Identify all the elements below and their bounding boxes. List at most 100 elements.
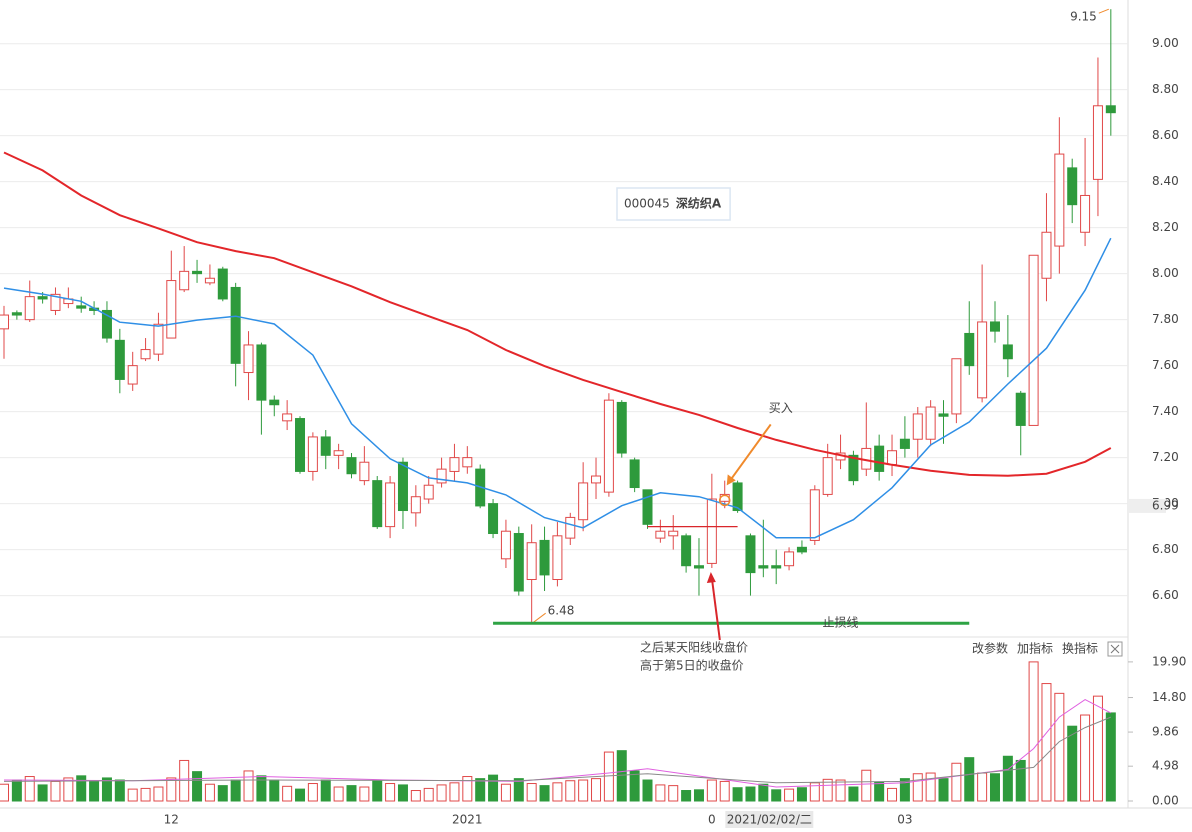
y-tick-label: 7.60 [1152, 358, 1179, 372]
volume-bar [1054, 692, 1065, 802]
volume-bar [578, 779, 589, 802]
candle-body [1015, 392, 1026, 426]
candle-body [977, 321, 988, 399]
candle-body [526, 542, 537, 581]
plot: 6.606.807.007.207.407.607.808.008.208.40… [0, 8, 1186, 828]
volume-bar [397, 784, 408, 802]
volume-bar [11, 779, 22, 802]
x-tick-label: 12 [164, 813, 179, 827]
volume-bar [758, 783, 769, 802]
volume-bar [989, 773, 1000, 802]
volume-bar [359, 786, 370, 802]
buy-marker [718, 494, 731, 507]
candle-body [591, 475, 602, 484]
x-tick-label: 2021 [452, 813, 483, 827]
volume-bar [333, 786, 344, 802]
volume-tick-label: 4.98 [1152, 759, 1179, 773]
ma60-line [3, 151, 1112, 477]
volume-bar [552, 782, 563, 802]
annotation-arrow [1098, 8, 1110, 14]
volume-bar [719, 780, 730, 802]
price-cursor-box [1128, 498, 1166, 513]
candle-body [668, 530, 679, 537]
candle-body [938, 413, 949, 417]
volume-bar [951, 762, 962, 802]
candle-body [423, 484, 434, 500]
low-label: 6.48 [548, 604, 575, 618]
candle-body [771, 565, 782, 569]
candle-body [784, 551, 795, 567]
candle-body [629, 459, 640, 489]
candle-body [848, 454, 859, 482]
y-tick-label: 8.00 [1152, 266, 1179, 280]
date-cursor-box [725, 811, 814, 828]
volume-bar [784, 788, 795, 802]
volume-bar [269, 779, 280, 802]
candle-body [1067, 167, 1078, 206]
volume-tick-label: 9.86 [1152, 725, 1179, 739]
y-tick-label: 8.60 [1152, 128, 1179, 142]
y-tick-label: 7.40 [1152, 404, 1179, 418]
title-box-bg [616, 187, 731, 221]
candle-body [809, 489, 820, 541]
close-icon [1110, 644, 1120, 654]
volume-bar [835, 779, 846, 802]
volume-bar [256, 775, 267, 802]
candle-body [565, 516, 576, 539]
candle-body [951, 358, 962, 415]
x-tick-label: 03 [897, 813, 912, 827]
volume-bar [513, 778, 524, 802]
high-label: 9.15 [1070, 10, 1097, 24]
candle-body [217, 268, 228, 300]
stop-loss-label: 止损线 [823, 616, 859, 630]
volume-bar [771, 789, 782, 802]
candle-body [24, 296, 35, 321]
candle-body [681, 535, 692, 567]
note-arrow [710, 577, 721, 641]
volume-bar [295, 788, 306, 802]
candle-body [539, 539, 550, 576]
candle-body [1092, 105, 1103, 180]
candle-body [1002, 344, 1013, 360]
volume-bar [964, 757, 975, 802]
volume-bar [462, 776, 473, 802]
volume-bar [899, 778, 910, 802]
volume-bar [848, 786, 859, 802]
candle-body [243, 344, 254, 374]
candle-body [758, 565, 769, 569]
volume-bar [282, 785, 293, 802]
candle-body [500, 530, 511, 560]
candle-body [127, 365, 138, 385]
volume-bar [307, 783, 318, 802]
y-tick-label: 9.00 [1152, 36, 1179, 50]
volume-bar [127, 788, 138, 802]
volume-ma-line [3, 716, 1111, 784]
candle-body [1105, 105, 1116, 114]
toolbar-button[interactable]: 换指标 [1062, 641, 1098, 656]
toolbar-button[interactable]: 加指标 [1017, 641, 1053, 656]
volume-bar [693, 789, 704, 802]
y-tick-label: 7.20 [1152, 450, 1179, 464]
buy-arrowhead [726, 474, 736, 486]
volume-bar [1028, 661, 1039, 802]
volume-tick-label: 19.90 [1152, 654, 1186, 668]
candle-body [372, 480, 383, 528]
buy-arrow [727, 423, 772, 484]
candle-body [989, 321, 1000, 332]
volume-bar [822, 778, 833, 802]
candle-body [230, 286, 241, 364]
candle-body [732, 482, 743, 512]
volume-bar [410, 790, 421, 802]
volume-bar [616, 750, 627, 802]
candle-body [462, 457, 473, 468]
volume-bar [681, 790, 692, 802]
toolbar-button[interactable]: 改参数 [972, 641, 1008, 656]
volume-bar [796, 787, 807, 802]
volume-tick-label: 14.80 [1152, 690, 1186, 704]
volume-bar [526, 783, 537, 802]
y-tick-label: 8.80 [1152, 82, 1179, 96]
candle-body [706, 498, 717, 564]
volume-bar [1041, 683, 1052, 802]
volume-bar [1015, 759, 1026, 802]
